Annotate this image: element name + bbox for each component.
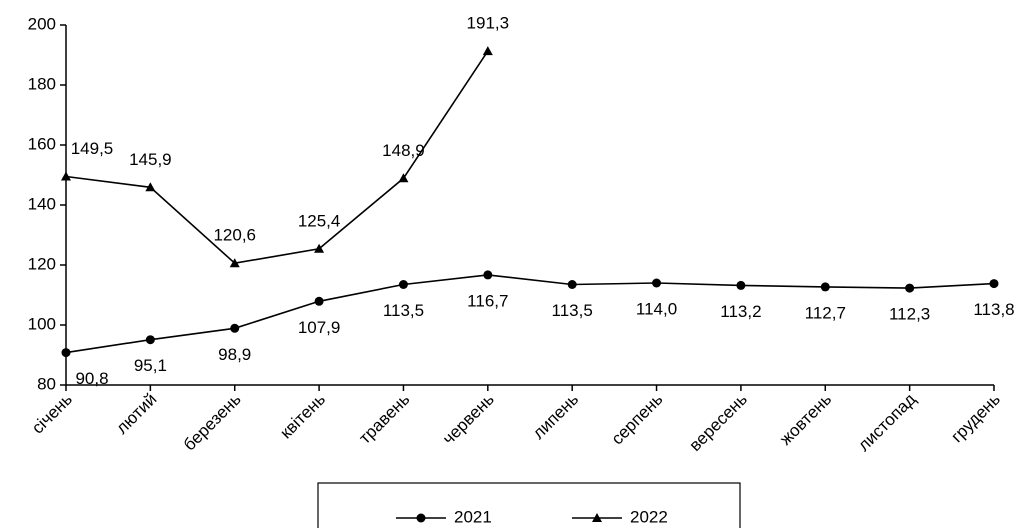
x-tick-label: квітень	[276, 389, 329, 442]
data-label: 112,7	[805, 303, 846, 322]
marker	[314, 243, 325, 253]
marker	[482, 46, 493, 56]
marker	[61, 348, 71, 358]
data-label: 145,9	[129, 150, 172, 169]
marker	[989, 279, 999, 289]
data-label: 113,5	[552, 301, 593, 320]
data-label: 191,3	[467, 14, 510, 33]
marker	[398, 173, 409, 183]
y-tick-label: 120	[28, 254, 56, 273]
data-label: 113,2	[720, 302, 761, 321]
marker	[736, 280, 746, 290]
data-label: 114,0	[636, 299, 677, 318]
marker	[398, 280, 408, 289]
data-label: 149,5	[71, 139, 114, 158]
x-tick-label: листопад	[854, 390, 919, 455]
marker	[145, 335, 155, 345]
data-label: 120,6	[213, 226, 256, 245]
x-tick-label: травень	[355, 389, 413, 447]
data-label: 107,9	[298, 318, 341, 337]
data-label: 125,4	[298, 211, 341, 230]
x-tick-label: березень	[180, 389, 245, 454]
marker	[61, 171, 71, 181]
legend-label: 2022	[630, 507, 668, 526]
data-label: 98,9	[218, 345, 251, 364]
legend-label: 2021	[454, 507, 492, 526]
marker	[820, 282, 830, 292]
x-tick-label: серпень	[608, 389, 667, 448]
y-tick-label: 160	[28, 134, 56, 153]
marker	[592, 513, 602, 522]
series-line	[65, 274, 995, 354]
marker	[567, 280, 577, 289]
y-tick-label: 200	[28, 14, 56, 33]
marker	[145, 182, 156, 192]
marker	[905, 283, 915, 293]
x-tick-label: липень	[529, 389, 582, 442]
marker	[230, 323, 240, 333]
data-label: 113,8	[973, 300, 1014, 319]
data-label: 148,9	[382, 141, 425, 160]
x-tick-label: жовтень	[776, 389, 835, 448]
x-tick-label: січень	[28, 389, 76, 437]
x-tick-label: червень	[439, 389, 498, 448]
marker	[483, 270, 493, 280]
x-tick-label: лютий	[112, 390, 160, 438]
data-label: 90,8	[75, 369, 108, 388]
x-tick-label: грудень	[947, 389, 1004, 446]
y-tick-label: 100	[28, 314, 56, 333]
marker	[652, 278, 662, 288]
marker	[416, 513, 426, 523]
y-tick-label: 80	[37, 374, 56, 393]
x-tick-label: вересень	[686, 389, 751, 454]
y-tick-label: 140	[28, 194, 56, 213]
data-label: 95,1	[134, 356, 167, 375]
marker	[314, 296, 324, 306]
series-line	[65, 50, 489, 265]
data-label: 116,7	[467, 291, 508, 310]
marker	[229, 258, 240, 268]
data-label: 112,3	[889, 305, 930, 324]
legend-box	[317, 482, 741, 528]
y-tick-label: 180	[28, 74, 56, 93]
data-label: 113,5	[383, 301, 424, 320]
